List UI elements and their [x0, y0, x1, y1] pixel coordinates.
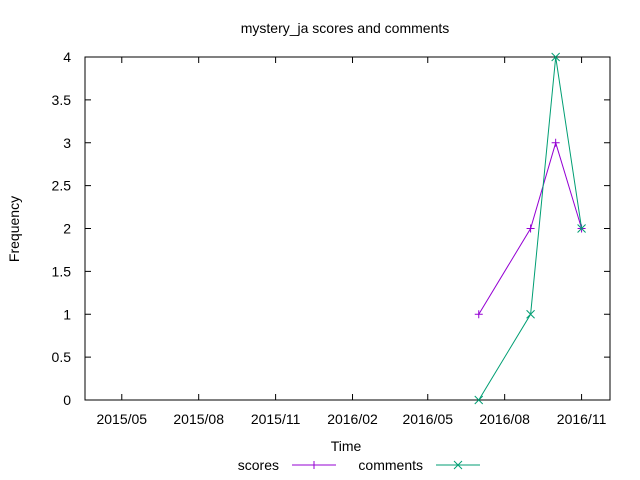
x-tick-label: 2015/11 — [251, 411, 301, 427]
comments-point — [577, 224, 586, 233]
y-axis: 0 0.5 1 1.5 2 2.5 3 3.5 4 — [52, 49, 610, 408]
chart-title: mystery_ja scores and comments — [241, 20, 450, 36]
scores-point — [474, 310, 483, 319]
scores-point — [526, 224, 535, 233]
x-tick-label: 2016/08 — [479, 411, 530, 427]
x-axis: 2015/05 2015/08 2015/11 2016/02 2016/05 2016/… — [96, 57, 607, 427]
legend-marker-comments — [453, 460, 463, 470]
x-tick-label: 2015/08 — [173, 411, 224, 427]
legend: scores comments — [238, 457, 480, 473]
x-tick-label: 2016/02 — [327, 411, 378, 427]
y-tick-label: 3.5 — [52, 92, 72, 108]
scores-point — [551, 138, 560, 147]
y-tick-label: 1.5 — [52, 263, 72, 279]
series-layer — [474, 52, 586, 405]
y-tick-label: 0.5 — [52, 349, 72, 365]
comments-point — [526, 309, 535, 319]
comments-point — [551, 52, 561, 62]
y-tick-label: 1 — [63, 306, 71, 322]
y-tick-label: 3 — [63, 135, 71, 151]
x-axis-label: Time — [331, 438, 362, 454]
x-tick-label: 2016/11 — [557, 411, 607, 427]
x-tick-label: 2015/05 — [96, 411, 147, 427]
legend-label-comments: comments — [358, 457, 423, 473]
y-tick-label: 2.5 — [52, 178, 72, 194]
legend-label-scores: scores — [238, 457, 279, 473]
comments-point — [474, 395, 484, 405]
comments-line — [478, 56, 583, 401]
y-tick-label: 2 — [63, 221, 71, 237]
y-axis-label: Frequency — [6, 196, 22, 262]
x-tick-label: 2016/05 — [402, 411, 453, 427]
legend-marker-scores — [310, 461, 318, 469]
y-tick-label: 4 — [63, 49, 71, 65]
y-tick-label: 0 — [63, 392, 71, 408]
